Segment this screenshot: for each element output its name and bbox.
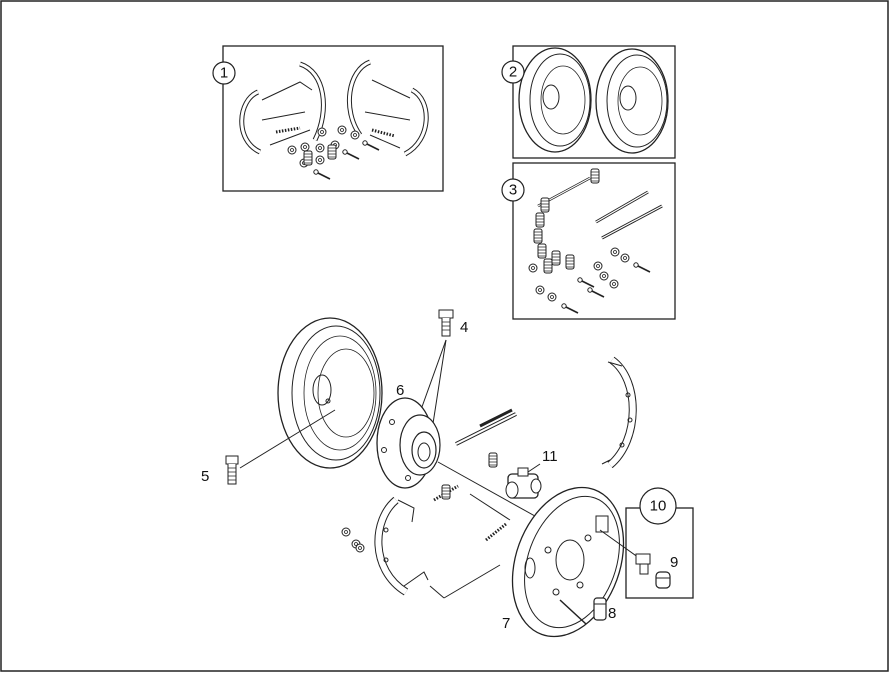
label-7: 7 (502, 615, 510, 632)
kit-10-number: 10 (650, 498, 667, 515)
backing-plate (511, 486, 625, 638)
bleeder-cap (655, 571, 671, 589)
hub-bolt (438, 309, 454, 337)
leader-line-5 (239, 409, 336, 469)
kit-1-number: 1 (220, 65, 228, 82)
return-spring (488, 452, 498, 468)
wheel-hub (376, 397, 441, 489)
inspection-plug (593, 597, 607, 621)
label-5: 5 (201, 468, 209, 485)
kit-3-spring-adjuster-kit (512, 162, 676, 320)
wheel-cylinder (505, 467, 542, 499)
label-8: 8 (608, 605, 616, 622)
brake-shoe-lower (374, 496, 429, 596)
kit-2-number: 2 (509, 64, 517, 81)
leader-line-4b (431, 339, 447, 431)
leader-line-4a (417, 339, 447, 419)
label-4: 4 (460, 319, 468, 336)
drum-screw (225, 455, 239, 485)
kit-2-callout: 2 (501, 60, 525, 84)
kit-1-callout: 1 (212, 61, 236, 85)
kit-10-callout: 10 (639, 487, 677, 525)
brake-drum (277, 317, 383, 469)
label-11: 11 (542, 448, 558, 465)
label-6: 6 (396, 382, 404, 399)
adjuster-strut (455, 408, 517, 446)
brake-shoe-upper (601, 356, 637, 469)
kit-1-brake-shoe-set (222, 45, 444, 192)
label-9: 9 (670, 554, 678, 571)
kit-2-brake-drum-pair (512, 45, 676, 159)
kit-3-number: 3 (509, 182, 517, 199)
bleeder-screw (635, 553, 651, 575)
kit-3-callout: 3 (501, 178, 525, 202)
